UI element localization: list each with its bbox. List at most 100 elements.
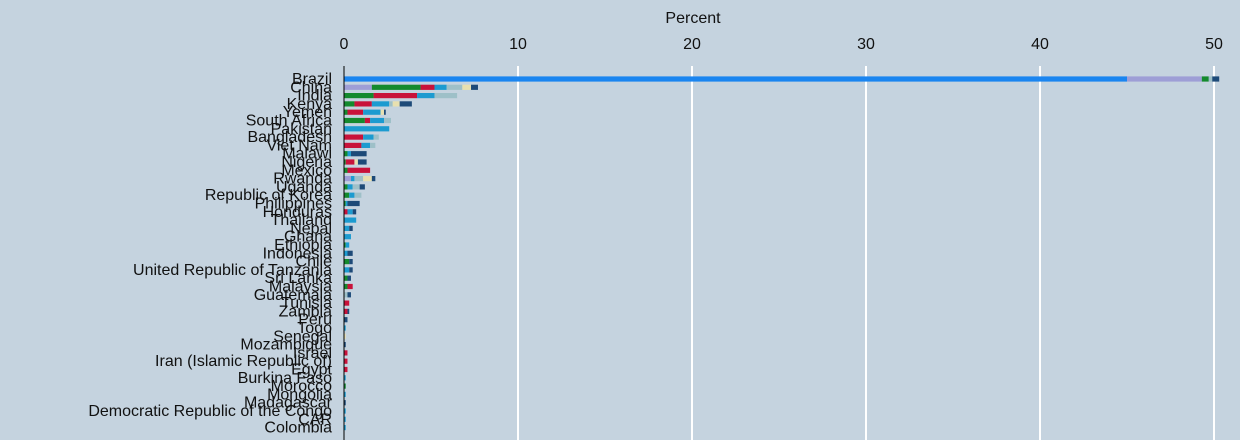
bar-segment	[344, 292, 348, 298]
category-label: Togo	[297, 320, 332, 337]
bar-segment	[344, 350, 348, 356]
bar-segment	[344, 192, 350, 198]
bar-segment	[344, 325, 346, 331]
bar-segment	[344, 358, 348, 364]
category-label: Mexico	[281, 162, 332, 179]
bar-segment	[354, 159, 358, 165]
bar-segment	[344, 159, 346, 165]
bar-segment	[344, 200, 346, 207]
bar-segment	[344, 333, 346, 339]
category-label: China	[290, 79, 332, 96]
bar-segment	[344, 408, 346, 414]
bar-segment	[462, 84, 472, 90]
bar-segment	[344, 217, 357, 223]
bar-segment	[1127, 76, 1202, 82]
bar-segment	[344, 109, 348, 115]
bar-segment	[371, 101, 390, 107]
bar-segment	[344, 300, 350, 306]
bar-segment	[347, 250, 353, 256]
bar-segment	[373, 134, 379, 140]
bar-segment	[350, 176, 355, 182]
category-label: Burkina Faso	[238, 370, 332, 387]
bar-segment	[1201, 76, 1209, 82]
bar-segment	[344, 176, 351, 182]
category-label: Malawi	[282, 146, 332, 163]
bar-segment	[345, 242, 350, 248]
bar-segment	[347, 209, 353, 215]
bar-segment	[1212, 76, 1220, 82]
bar-segment	[349, 225, 353, 231]
category-label: Uganda	[276, 179, 332, 196]
category-label: Nepal	[290, 220, 332, 237]
bar-segment	[344, 126, 390, 132]
category-label: Colombia	[264, 420, 332, 437]
x-tick-label: 0	[340, 36, 349, 53]
x-axis-title: Percent	[665, 10, 721, 27]
bar-segment	[344, 425, 346, 431]
bar-segment	[344, 101, 355, 107]
bar-segment	[344, 259, 350, 265]
bar-segment	[344, 366, 348, 373]
x-tick-label: 50	[1205, 36, 1223, 53]
category-label: Senegal	[273, 328, 332, 345]
category-label: Bangladesh	[247, 129, 332, 146]
bar-segment	[344, 391, 346, 397]
bar-segment	[384, 109, 386, 115]
bar-segment	[370, 117, 385, 124]
category-label: Pakistan	[271, 121, 332, 138]
category-label: Sri Lanka	[264, 270, 332, 287]
category-label: Mongolia	[267, 386, 332, 403]
bar-segment	[354, 176, 364, 182]
bar-segment	[344, 84, 372, 90]
category-label: Honduras	[263, 204, 332, 221]
bar-segment	[347, 292, 351, 298]
category-label: Guatemala	[254, 287, 332, 304]
bar-segment	[357, 159, 367, 165]
bar-segment	[373, 93, 418, 99]
bar-segment	[344, 209, 348, 215]
bar-segment	[350, 151, 367, 157]
bar-segment	[417, 93, 435, 99]
category-label: Morocco	[271, 378, 332, 395]
bar-segment	[380, 109, 385, 115]
bar-segment	[344, 283, 348, 290]
bar-segment	[361, 142, 371, 148]
category-label: Iran (Islamic Republic of)	[155, 353, 332, 370]
category-label: Democratic Republic of the Congo	[88, 403, 332, 420]
bar-segment	[344, 151, 348, 157]
bar-segment	[434, 93, 458, 99]
category-label: Tunisia	[281, 295, 332, 312]
category-label: Rwanda	[273, 171, 332, 188]
category-label: Egypt	[291, 362, 332, 379]
bar-segment	[347, 200, 360, 207]
category-label: Viet Nam	[266, 137, 332, 154]
bar-segment	[370, 142, 376, 148]
bar-segment	[1208, 76, 1213, 82]
category-label: Kenya	[287, 96, 332, 113]
category-label: Peru	[298, 312, 332, 329]
bar-segment	[364, 117, 371, 124]
category-label: Malaysia	[269, 279, 332, 296]
bar-segment	[345, 159, 355, 165]
bar-segment	[344, 250, 348, 256]
bar-segment	[347, 308, 350, 314]
bar-segment	[344, 342, 346, 348]
bar-segment	[399, 101, 412, 107]
bar-segment	[344, 225, 350, 231]
bar-segment	[392, 101, 400, 107]
bar-segment	[359, 184, 365, 190]
category-label: Nigeria	[281, 154, 332, 171]
category-label: Yemen	[283, 104, 332, 121]
x-tick-label: 20	[683, 36, 701, 53]
bar-segment	[446, 84, 463, 90]
bar-segment	[347, 109, 364, 115]
bar-segment	[344, 375, 346, 381]
bar-segment	[347, 167, 371, 173]
category-label: Brazil	[292, 71, 332, 88]
category-label: CAR	[298, 411, 332, 428]
bar-segment	[344, 167, 348, 173]
bar-segment	[344, 416, 346, 422]
category-label: Indonesia	[263, 245, 332, 262]
